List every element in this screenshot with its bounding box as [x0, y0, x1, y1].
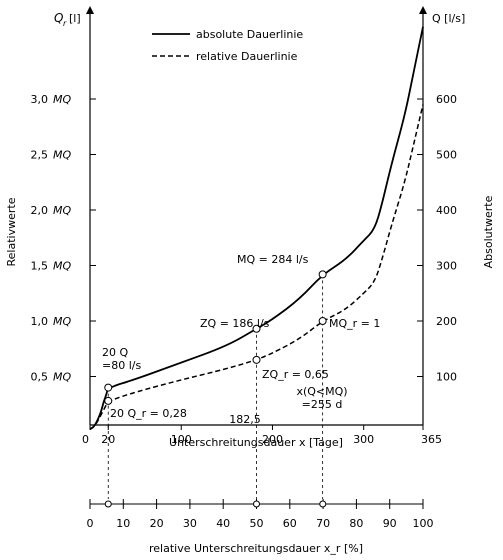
- left-tick-label: 1,0: [31, 315, 49, 328]
- left-axis-top-label-q: Q: [54, 11, 63, 25]
- x2-tick-label: 10: [116, 517, 130, 530]
- right-axis-label: Absolutwerte: [482, 195, 495, 268]
- left-tick-label: 0,5: [31, 371, 49, 384]
- left-axis-top-label-sub: r: [63, 19, 67, 28]
- legend-label-absolute: absolute Dauerlinie: [196, 28, 303, 41]
- x-tick-label: 100: [171, 433, 192, 446]
- x2-tick-label: 70: [316, 517, 330, 530]
- x2-tick-label: 80: [349, 517, 363, 530]
- annotations: 20 Q=80 l/s 20 Q_r = 0,28 ZQ = 186 l/s ZQ_r…: [102, 253, 380, 426]
- right-axis-top-label: Q [l/s]: [432, 12, 465, 25]
- x-tick-label: 300: [353, 433, 374, 446]
- x2-tick-label: 90: [383, 517, 397, 530]
- x-tick-label: 0: [82, 433, 89, 446]
- annotation-point: [104, 383, 113, 392]
- legend: absolute Dauerlinie relative Dauerlinie: [152, 28, 303, 63]
- right-tick-label: 500: [436, 149, 457, 162]
- right-tick-label: 100: [436, 371, 457, 384]
- x2-tick-label: 60: [283, 517, 297, 530]
- guides: [107, 274, 324, 499]
- annotation-label: 20 Q_r = 0,28: [110, 407, 187, 420]
- left-tick-label: 2,5: [31, 149, 49, 162]
- x-tick-label: 200: [262, 433, 283, 446]
- series: [89, 26, 424, 430]
- x2-tick-label: 50: [250, 517, 264, 530]
- x2-marker: [253, 500, 260, 508]
- x2-marker: [319, 500, 327, 508]
- right-tick-label: 600: [436, 93, 457, 106]
- left-tick-unit: MQ: [53, 315, 71, 328]
- annotation-point: [318, 270, 327, 279]
- legend-label-relative: relative Dauerlinie: [196, 50, 298, 63]
- series-relative-line: [89, 104, 424, 430]
- annotation-point: [252, 355, 261, 364]
- annotation-label: MQ = 284 l/s: [237, 253, 309, 266]
- x2-marker: [104, 500, 112, 508]
- annotation-label: =80 l/s: [102, 359, 141, 372]
- annotation-label: ZQ = 186 l/s: [200, 317, 270, 330]
- right-tick-label: 300: [436, 260, 457, 273]
- left-tick-unit: MQ: [53, 93, 71, 106]
- left-axis-label: Relativwerte: [5, 197, 18, 266]
- annotation-point: [318, 317, 327, 325]
- annotation-label: 20 Q: [102, 346, 128, 359]
- right-tick-label: 400: [436, 204, 457, 217]
- left-tick-unit: MQ: [53, 204, 71, 217]
- x2-tick-label: 100: [413, 517, 434, 530]
- x2-tick-label: 40: [216, 517, 230, 530]
- ticks: 0,5 MQ1,0 MQ1,5 MQ2,0 MQ2,5 MQ3,0 MQ1002003004…: [31, 93, 458, 530]
- left-tick-label: 3,0: [31, 93, 49, 106]
- right-tick-label: 200: [436, 315, 457, 328]
- annotation-label: ZQ_r = 0,65: [262, 368, 329, 381]
- left-tick-label: 1,5: [31, 260, 49, 273]
- left-axis-top-label: Q r [l]: [54, 11, 81, 28]
- x2-axis-label: relative Unterschreitungsdauer x_r [%]: [149, 542, 363, 555]
- left-tick-unit: MQ: [53, 149, 71, 162]
- annotation-point: [252, 324, 261, 333]
- annotation-label: =255 d: [302, 398, 343, 411]
- annotation-label: x(Q<MQ): [296, 385, 347, 398]
- x2-tick-label: 20: [150, 517, 164, 530]
- left-tick-label: 2,0: [31, 204, 49, 217]
- annotation-point: [104, 396, 113, 405]
- annotation-label: 182,5: [229, 413, 261, 426]
- left-tick-unit: MQ: [53, 260, 71, 273]
- x2-tick-label: 30: [183, 517, 197, 530]
- x2-tick-label: 0: [87, 517, 94, 530]
- left-axis-top-label-unit: [l]: [69, 12, 81, 25]
- series-absolute-line: [89, 26, 424, 430]
- annotation-label: MQ_r = 1: [329, 317, 380, 330]
- x-axis-label: Unterschreitungsdauer x [Tage]: [169, 436, 343, 449]
- x-tick-label: 365: [421, 433, 442, 446]
- left-tick-unit: MQ: [53, 371, 71, 384]
